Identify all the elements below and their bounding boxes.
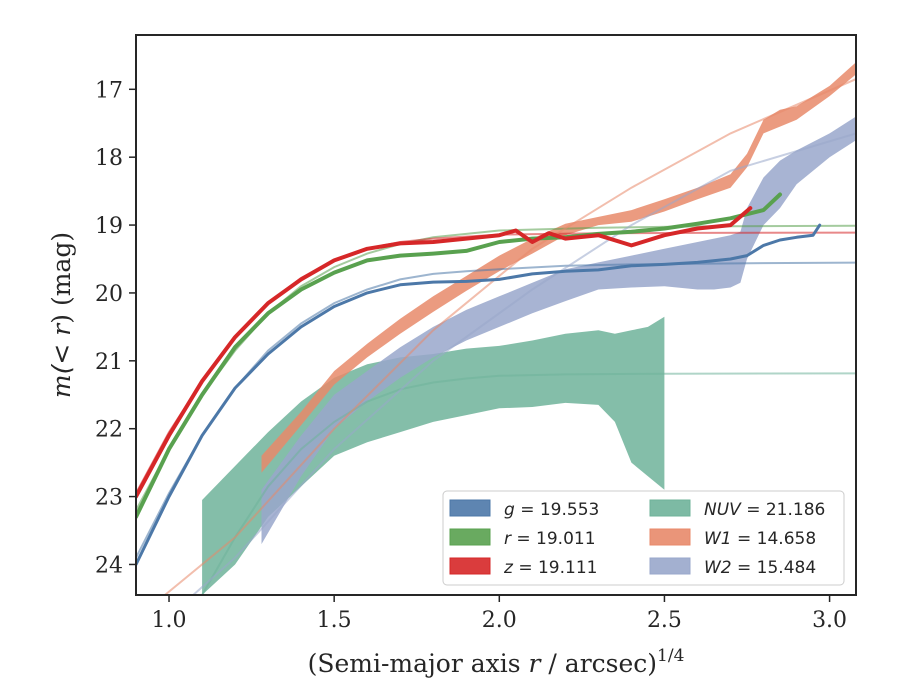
- series-layer: [136, 62, 856, 595]
- legend-entry-r: r = 19.011: [449, 528, 596, 549]
- y-axis-label-m: m: [47, 374, 76, 398]
- legend-entry-z: z = 19.111: [449, 557, 597, 578]
- y-tick-label: 22: [95, 418, 123, 443]
- legend-swatch-z: [449, 557, 491, 575]
- legend-swatch-r: [449, 528, 491, 546]
- x-tick-label: 2.5: [647, 608, 682, 633]
- r-profile-line: [136, 192, 782, 519]
- y-axis-label-unit: ) (mag): [47, 232, 76, 324]
- y-tick-label: 23: [95, 486, 123, 511]
- legend-entry-w1: W1 = 14.658: [649, 528, 816, 549]
- x-axis-label-exponent: 1/4: [657, 646, 684, 666]
- w2-band: [261, 116, 856, 545]
- w1-model-line: [163, 78, 856, 595]
- g-profile-line: [136, 223, 822, 566]
- nuv-band: [202, 316, 665, 595]
- legend: g = 19.553 r = 19.011 z = 19.111 NUV = 21.1…: [442, 490, 845, 586]
- y-axis-label-paren: (<: [47, 336, 76, 375]
- legend-label-w2: W2 = 15.484: [704, 558, 816, 578]
- x-tick-label: 3.0: [812, 608, 847, 633]
- legend-entry-nuv: NUV = 21.186: [649, 499, 825, 520]
- y-axis-label-var: r: [47, 322, 76, 336]
- legend-label-z: z = 19.111: [503, 558, 597, 578]
- legend-entry-g: g = 19.553: [449, 499, 599, 520]
- legend-swatch-w2: [649, 557, 691, 575]
- legend-label-w1: W1 = 14.658: [704, 529, 816, 549]
- tick-layer: 1.0 1.5 2.0 2.5 3.0 17 18 19 20 21 22 23 24: [95, 78, 847, 633]
- x-tick-label: 1.5: [317, 608, 352, 633]
- legend-swatch-nuv: [649, 499, 691, 517]
- y-axis-label: m(< r) (mag): [47, 232, 76, 398]
- y-tick-label: 18: [95, 146, 123, 171]
- x-axis-label-var: r: [529, 649, 543, 678]
- y-tick-label: 24: [95, 553, 123, 578]
- y-tick-label: 19: [95, 214, 123, 239]
- x-tick-label: 2.0: [482, 608, 517, 633]
- plot-frame: [135, 34, 857, 596]
- x-axis-label-tail: / arcsec): [540, 649, 657, 678]
- legend-label-r: r = 19.011: [504, 529, 596, 549]
- y-tick-label: 20: [95, 282, 123, 307]
- legend-swatch-g: [449, 499, 491, 517]
- z-profile-line: [136, 206, 753, 499]
- legend-label-g: g = 19.553: [504, 500, 599, 520]
- legend-entry-w2: W2 = 15.484: [649, 557, 816, 578]
- x-tick-label: 1.0: [152, 608, 187, 633]
- y-tick-label: 21: [95, 350, 123, 375]
- x-axis-label-main: (Semi-major axis: [308, 649, 529, 678]
- legend-box: [442, 490, 845, 586]
- w2-model-line: [191, 132, 856, 595]
- y-tick-label: 17: [95, 78, 123, 103]
- x-axis-label: (Semi-major axis r / arcsec)1/4: [308, 646, 685, 678]
- legend-swatch-w1: [649, 528, 691, 546]
- legend-label-nuv: NUV = 21.186: [704, 500, 825, 520]
